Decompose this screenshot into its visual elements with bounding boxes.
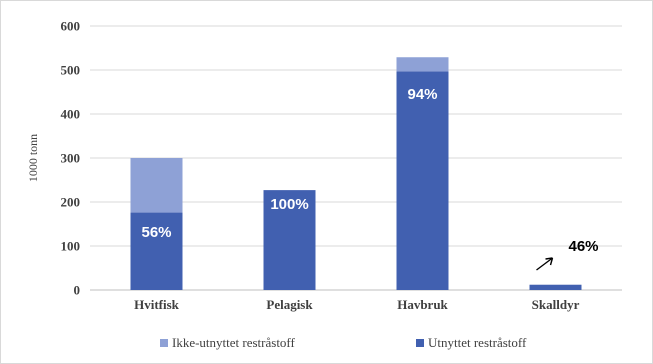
- annotation-arrow-shaft: [536, 257, 553, 271]
- bar-unutilized: [396, 57, 449, 72]
- x-tick-label: Hvitfisk: [134, 297, 180, 312]
- y-tick-label: 400: [61, 107, 81, 122]
- y-tick-label: 300: [61, 151, 81, 166]
- x-tick-label: Skalldyr: [532, 297, 580, 312]
- bar-utilized: [130, 212, 183, 290]
- y-tick-label: 500: [61, 63, 81, 78]
- bar-utilized: [529, 284, 582, 290]
- data-label: 100%: [270, 196, 308, 213]
- annotation-arrow-head: [545, 257, 554, 266]
- y-tick-label: 100: [61, 239, 81, 254]
- y-axis-title: 1000 tonn: [26, 134, 40, 182]
- legend-swatch: [416, 339, 424, 347]
- x-tick-label: Pelagisk: [266, 297, 313, 312]
- legend-label: Utnyttet restråstoff: [428, 335, 527, 350]
- legend-label: Ikke-utnyttet restråstoff: [172, 335, 296, 350]
- bar-unutilized: [130, 158, 183, 213]
- y-tick-label: 200: [61, 195, 81, 210]
- bar-utilized: [396, 71, 449, 290]
- data-label: 56%: [141, 224, 171, 241]
- bar-utilized: [263, 190, 316, 290]
- data-label: 46%: [568, 238, 598, 255]
- x-tick-label: Havbruk: [397, 297, 448, 312]
- y-tick-label: 600: [61, 19, 81, 34]
- data-label: 94%: [407, 86, 437, 103]
- legend-swatch: [160, 339, 168, 347]
- y-tick-label: 0: [74, 283, 81, 298]
